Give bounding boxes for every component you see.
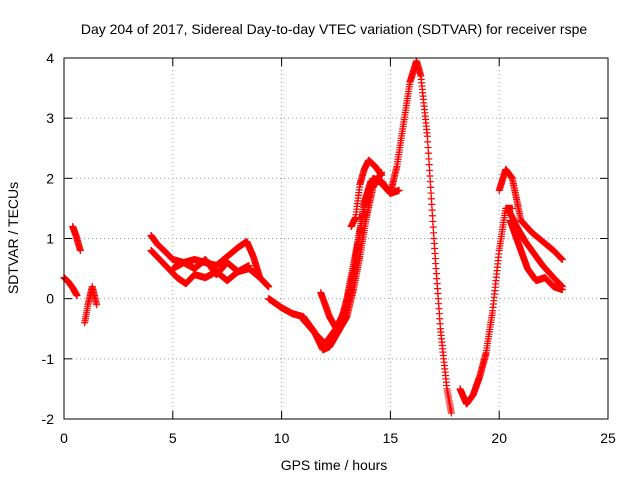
y-axis-ticks: -2 -1 0 1 2 3 4: [42, 50, 608, 427]
y-tick-label: -2: [42, 411, 55, 427]
y-tick-label: 0: [46, 291, 54, 307]
y-tick-label: -1: [42, 351, 55, 367]
series-start_a: [60, 274, 81, 300]
series-late_low: [506, 216, 566, 294]
series-start_c: [81, 283, 101, 327]
data-point: [395, 186, 403, 194]
x-tick-label: 25: [600, 430, 616, 446]
x-tick-label: 15: [383, 430, 399, 446]
series-dip_b: [299, 177, 403, 348]
series-dip_c: [317, 168, 386, 336]
x-tick-label: 0: [60, 430, 68, 446]
series-late_rise: [456, 204, 516, 408]
x-axis-ticks: 0 5 10 15 20 25: [60, 58, 616, 446]
data-point: [378, 171, 386, 179]
x-tick-label: 10: [274, 430, 290, 446]
series-late_mid: [504, 204, 566, 291]
y-tick-label: 4: [46, 50, 54, 66]
series-mid_osc: [169, 256, 253, 279]
series-late_upper: [495, 165, 566, 264]
y-axis-label: SDTVAR / TECUs: [5, 182, 21, 294]
x-tick-label: 20: [491, 430, 507, 446]
data-point: [73, 292, 81, 300]
data-point: [93, 301, 101, 309]
series-start_b: [69, 222, 84, 255]
x-tick-label: 5: [169, 430, 177, 446]
data-point: [447, 409, 455, 417]
data-points: [60, 57, 566, 417]
data-point: [558, 256, 566, 264]
y-tick-label: 1: [46, 231, 54, 247]
grid: [64, 58, 608, 419]
data-point: [558, 286, 566, 294]
series-step: [347, 156, 386, 230]
y-tick-label: 3: [46, 110, 54, 126]
y-tick-label: 2: [46, 170, 54, 186]
data-point: [245, 262, 253, 270]
x-axis-label: GPS time / hours: [281, 457, 388, 473]
chart-title: Day 204 of 2017, Sidereal Day-to-day VTE…: [81, 21, 587, 37]
data-point: [76, 247, 84, 255]
data-point: [265, 283, 273, 291]
